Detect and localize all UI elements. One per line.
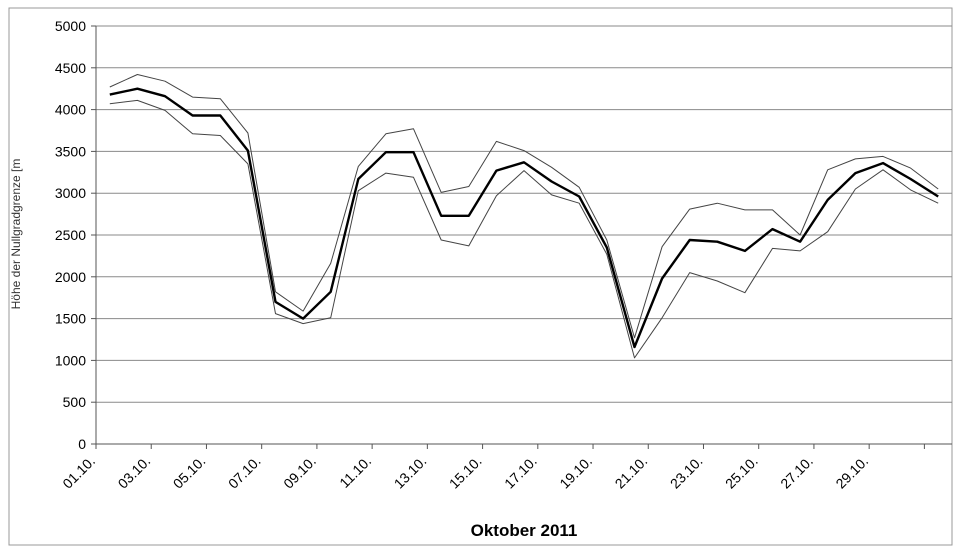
y-tick-label-2000: 2000 <box>55 269 86 285</box>
series-line-mean <box>109 87 939 349</box>
y-tick-label-5000: 5000 <box>55 18 86 34</box>
y-tick-label-3500: 3500 <box>55 143 86 159</box>
series-layer <box>109 74 939 359</box>
y-tick-label-4500: 4500 <box>55 60 86 76</box>
y-tick-labels: 0 500 1000 1500 2000 2500 3000 3500 4000 4500 5000 <box>55 18 86 452</box>
y-tick-label-3000: 3000 <box>55 185 86 201</box>
y-tick-label-0: 0 <box>78 436 86 452</box>
y-tick-label-1500: 1500 <box>55 311 86 327</box>
y-tick-label-4000: 4000 <box>55 102 86 118</box>
x-axis-title: Oktober 2011 <box>471 521 578 540</box>
series-line-upper <box>109 74 939 339</box>
y-tick-label-2500: 2500 <box>55 227 86 243</box>
y-tick-label-500: 500 <box>63 394 87 410</box>
axes <box>91 25 952 449</box>
series-line-lower <box>109 99 939 359</box>
gridlines <box>96 25 952 403</box>
y-tick-label-1000: 1000 <box>55 352 86 368</box>
y-axis-title: Höhe der Nullgradgrenze [m <box>9 159 23 310</box>
